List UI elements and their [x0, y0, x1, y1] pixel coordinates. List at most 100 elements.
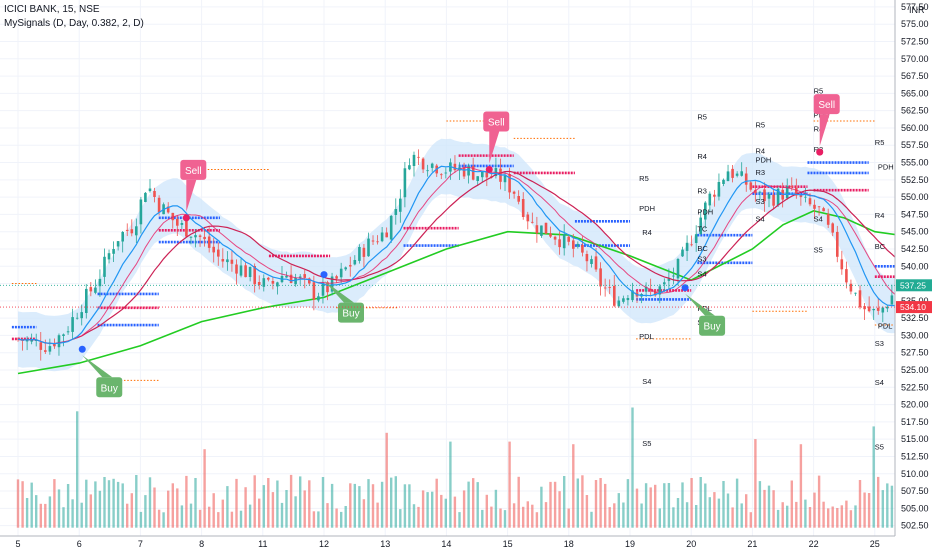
- candle: [417, 149, 420, 166]
- price-tick-label: 547.50: [901, 209, 929, 219]
- candle-body: [344, 267, 347, 270]
- candle-body: [153, 191, 156, 197]
- volume-bar: [330, 483, 334, 528]
- volume-bar: [808, 507, 812, 528]
- candle-body: [663, 282, 666, 285]
- time-tick-label: 7: [138, 539, 143, 549]
- time-tick-label: 5: [15, 539, 20, 549]
- candle: [376, 235, 379, 245]
- candle: [230, 249, 234, 272]
- candle: [130, 219, 134, 237]
- candle-body: [176, 218, 179, 226]
- pivot-label: R4: [875, 211, 885, 220]
- pivot-label: PDL: [639, 332, 654, 341]
- volume-bar: [308, 480, 311, 528]
- candle-body: [203, 236, 206, 240]
- candle: [217, 242, 220, 266]
- candle-body: [785, 186, 789, 199]
- candle-body: [508, 174, 511, 193]
- pivot-label: PDH: [697, 207, 713, 216]
- candle-body: [567, 236, 570, 242]
- candle-body: [845, 269, 848, 283]
- candle: [681, 246, 684, 257]
- volume-bar: [676, 498, 680, 528]
- volume-bar: [171, 483, 174, 528]
- volume-bar: [221, 499, 224, 528]
- candle-body: [103, 256, 106, 277]
- candle: [567, 235, 570, 246]
- candle: [144, 191, 147, 203]
- candle-body: [221, 259, 225, 262]
- symbol-title[interactable]: ICICI BANK, 15, NSE: [4, 4, 100, 15]
- volume-bar: [299, 476, 302, 528]
- candle-body: [704, 202, 707, 220]
- candle-body: [890, 295, 894, 305]
- candle-body: [462, 167, 466, 177]
- volume-bar: [735, 478, 739, 528]
- candle-body: [872, 309, 875, 311]
- candle-body: [171, 212, 175, 221]
- candle-body: [694, 234, 698, 243]
- candle: [744, 167, 748, 192]
- candle-body: [321, 282, 325, 296]
- candle: [858, 285, 862, 310]
- sell-signal: Sell: [180, 159, 207, 222]
- indicator-title[interactable]: MySignals (D, Day, 0.382, 2, D): [4, 18, 144, 29]
- candle-body: [699, 217, 702, 234]
- candle-body: [212, 246, 215, 253]
- price-tick-label: 562.50: [901, 106, 929, 116]
- volume-bar: [567, 508, 570, 528]
- candle-body: [148, 188, 152, 192]
- candle: [599, 262, 602, 296]
- volume-bar: [276, 480, 279, 528]
- volume-bar: [198, 509, 202, 528]
- volume-bar: [713, 492, 716, 528]
- candle-body: [854, 292, 857, 294]
- signal-box: [699, 315, 726, 336]
- volume-bar: [344, 506, 347, 528]
- volume-bar: [499, 508, 502, 528]
- volume-bar: [62, 507, 65, 528]
- candle: [171, 212, 175, 229]
- time-tick-label: 13: [380, 539, 390, 549]
- time-tick-label: 6: [77, 539, 82, 549]
- candle-body: [453, 163, 457, 171]
- candle: [262, 274, 266, 292]
- price-tick-label: 522.50: [901, 382, 929, 392]
- candle: [508, 167, 511, 199]
- candle: [116, 241, 120, 251]
- candle-body: [376, 241, 379, 243]
- candle: [740, 162, 743, 177]
- volume-bar: [626, 479, 630, 528]
- volume-bar: [185, 475, 188, 528]
- volume-bar: [107, 480, 111, 528]
- candle-body: [681, 249, 684, 257]
- candle: [476, 176, 479, 186]
- pivot-label: R4: [642, 228, 652, 237]
- candle: [749, 180, 753, 192]
- volume-bar: [836, 508, 839, 528]
- candle: [644, 282, 648, 297]
- volume-bar: [695, 505, 698, 528]
- candle: [535, 216, 539, 243]
- pivot-label: R3: [755, 168, 765, 177]
- volume-bar: [849, 510, 853, 528]
- candle-body: [444, 172, 448, 174]
- candle: [344, 266, 347, 271]
- pivot-label: R4: [755, 147, 765, 156]
- buy-signal: Buy: [320, 271, 364, 323]
- candle-body: [858, 290, 862, 308]
- volume-bar: [390, 477, 393, 528]
- pivot-label: S5: [875, 443, 884, 452]
- time-axis-bg: [0, 536, 895, 550]
- time-tick-label: 12: [319, 539, 329, 549]
- candle-body: [226, 259, 229, 263]
- candle: [867, 296, 871, 313]
- candle-body: [863, 306, 866, 310]
- price-tick-label: 535.00: [901, 296, 929, 306]
- volume-bar: [462, 490, 466, 528]
- volume-bar: [57, 489, 61, 528]
- volume-bar: [526, 501, 529, 528]
- candle: [389, 214, 393, 243]
